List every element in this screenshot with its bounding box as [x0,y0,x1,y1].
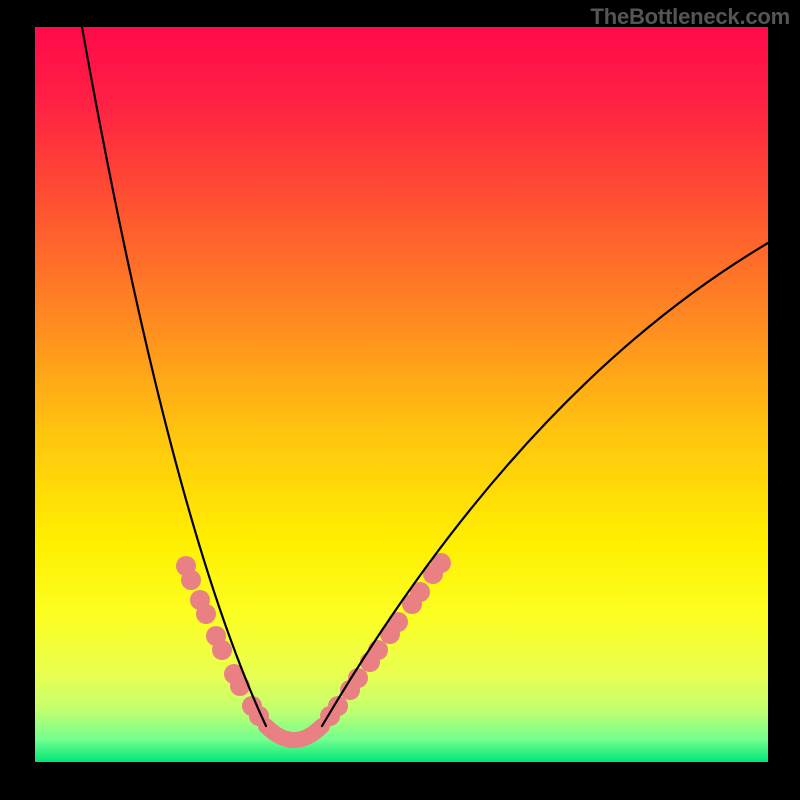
chart-canvas: TheBottleneck.com [0,0,800,800]
cluster-dot [368,640,388,660]
cluster-dot [181,570,201,590]
cluster-dot [212,640,232,660]
watermark-text: TheBottleneck.com [590,4,790,30]
cluster-dot [196,604,216,624]
chart-svg [0,0,800,800]
plot-area [35,27,768,762]
cluster-dot [230,676,250,696]
